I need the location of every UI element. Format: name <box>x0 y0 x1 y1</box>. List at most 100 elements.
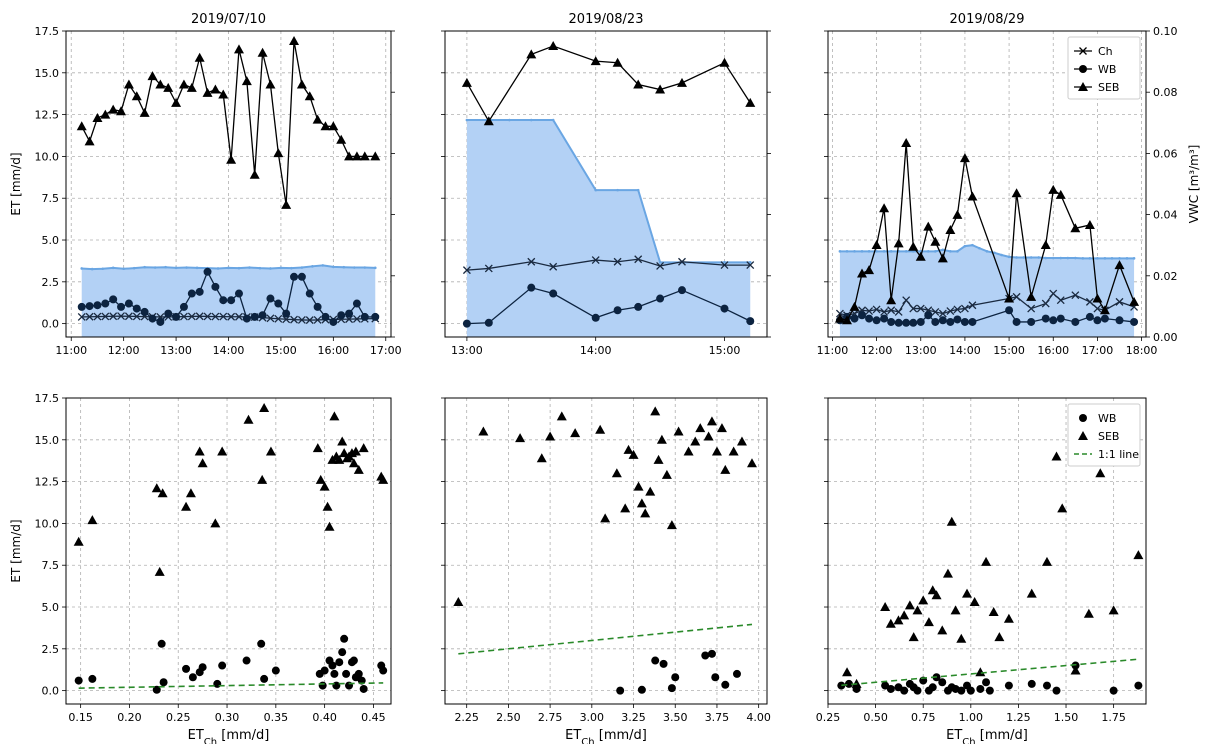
point-wb <box>188 673 197 682</box>
point-wb <box>213 679 222 688</box>
point-seb <box>1011 188 1022 198</box>
y-tick-label: 17.5 <box>35 392 60 405</box>
point-seb <box>1070 223 1081 233</box>
point-ch <box>132 312 141 321</box>
point-seb <box>265 446 276 456</box>
point-wb <box>938 678 947 687</box>
x-tick-label: 2.75 <box>538 711 563 724</box>
legend-label-seb: SEB <box>1098 81 1119 94</box>
point-ch <box>313 315 322 324</box>
point-wb <box>887 317 896 326</box>
vwc-point <box>164 265 167 269</box>
point-seb <box>1003 613 1014 623</box>
x-tick-label: 2.25 <box>454 711 479 724</box>
point-wb <box>651 656 660 665</box>
point-wb <box>352 299 361 308</box>
y2-tick-label: 0.06 <box>1153 147 1178 160</box>
y-tick-label: 7.5 <box>42 559 60 572</box>
x-tick-label: 3.00 <box>580 711 605 724</box>
vwc-point <box>363 266 367 269</box>
point-seb <box>73 536 84 546</box>
point-seb <box>628 449 639 459</box>
vwc-point <box>1103 257 1107 260</box>
point-seb <box>334 454 345 464</box>
point-ch <box>203 312 212 321</box>
point-seb <box>100 109 111 119</box>
vwc-point <box>153 266 157 269</box>
point-seb <box>515 433 526 443</box>
vwc-point <box>1125 257 1129 260</box>
point-seb <box>912 605 923 615</box>
y-tick-label: 10.0 <box>35 150 60 163</box>
point-seb <box>1108 605 1119 615</box>
point-seb <box>683 446 694 456</box>
vwc-point <box>1000 253 1003 257</box>
point-ch <box>931 307 940 316</box>
point-ch <box>179 312 188 321</box>
point-wb <box>109 295 118 304</box>
point-seb <box>370 151 381 161</box>
point-seb <box>351 151 362 161</box>
point-ch <box>282 315 291 324</box>
point-wb <box>938 316 947 325</box>
vwc-point <box>904 250 908 253</box>
x-tick-label: 0.20 <box>117 711 142 724</box>
point-wb <box>117 302 126 311</box>
vwc-point <box>216 267 220 270</box>
point-wb <box>152 685 161 694</box>
point-ch <box>484 264 493 273</box>
point-ch <box>634 255 643 264</box>
point-wb <box>274 299 283 308</box>
point-seb <box>994 632 1005 642</box>
point-wb <box>198 663 207 672</box>
point-seb <box>344 151 355 161</box>
point-wb <box>1085 312 1094 321</box>
y2-tick-label: 0.10 <box>1153 25 1178 38</box>
point-ch <box>968 301 977 310</box>
y2-tick-label: 0.02 <box>1153 270 1178 283</box>
vwc-point <box>993 251 996 255</box>
point-wb <box>1049 316 1058 325</box>
point-ch <box>1027 304 1036 313</box>
point-seb <box>348 458 359 468</box>
point-seb <box>322 501 333 511</box>
point-seb <box>378 474 389 484</box>
point-seb <box>945 224 956 234</box>
y-tick-label: 12.5 <box>35 109 60 122</box>
point-seb <box>640 508 651 518</box>
vwc-point <box>279 266 283 270</box>
point-ch <box>880 307 889 316</box>
point-seb <box>745 97 756 107</box>
x-tick-label: 11:00 <box>55 344 87 357</box>
point-ch <box>746 261 755 270</box>
point-seb <box>197 458 208 468</box>
vwc-point <box>185 266 188 269</box>
vwc-point <box>956 250 959 253</box>
vwc-point <box>838 250 842 253</box>
point-seb <box>857 268 868 278</box>
x-tick-label: 1.50 <box>1054 711 1079 724</box>
point-seb <box>590 56 601 66</box>
point-wb <box>746 317 755 326</box>
point-seb <box>728 446 739 456</box>
point-seb <box>202 87 213 97</box>
point-ch <box>352 314 361 323</box>
point-wb <box>659 659 668 668</box>
vwc-point <box>1096 257 1099 260</box>
point-wb <box>182 664 191 673</box>
point-seb <box>656 434 667 444</box>
point-seb <box>1055 189 1066 199</box>
point-wb <box>179 302 188 311</box>
x-tick-label: 0.45 <box>361 711 386 724</box>
point-ch <box>85 312 94 321</box>
y-axis-label: ET [mm/d] <box>9 519 23 582</box>
vwc-point <box>934 250 937 253</box>
y-tick-label: 7.5 <box>42 192 60 205</box>
point-seb <box>1099 305 1110 315</box>
point-wb <box>916 317 925 326</box>
point-seb <box>650 406 661 416</box>
point-seb <box>600 513 611 523</box>
point-seb <box>959 153 970 163</box>
point-seb <box>901 138 912 148</box>
point-wb <box>928 683 937 692</box>
